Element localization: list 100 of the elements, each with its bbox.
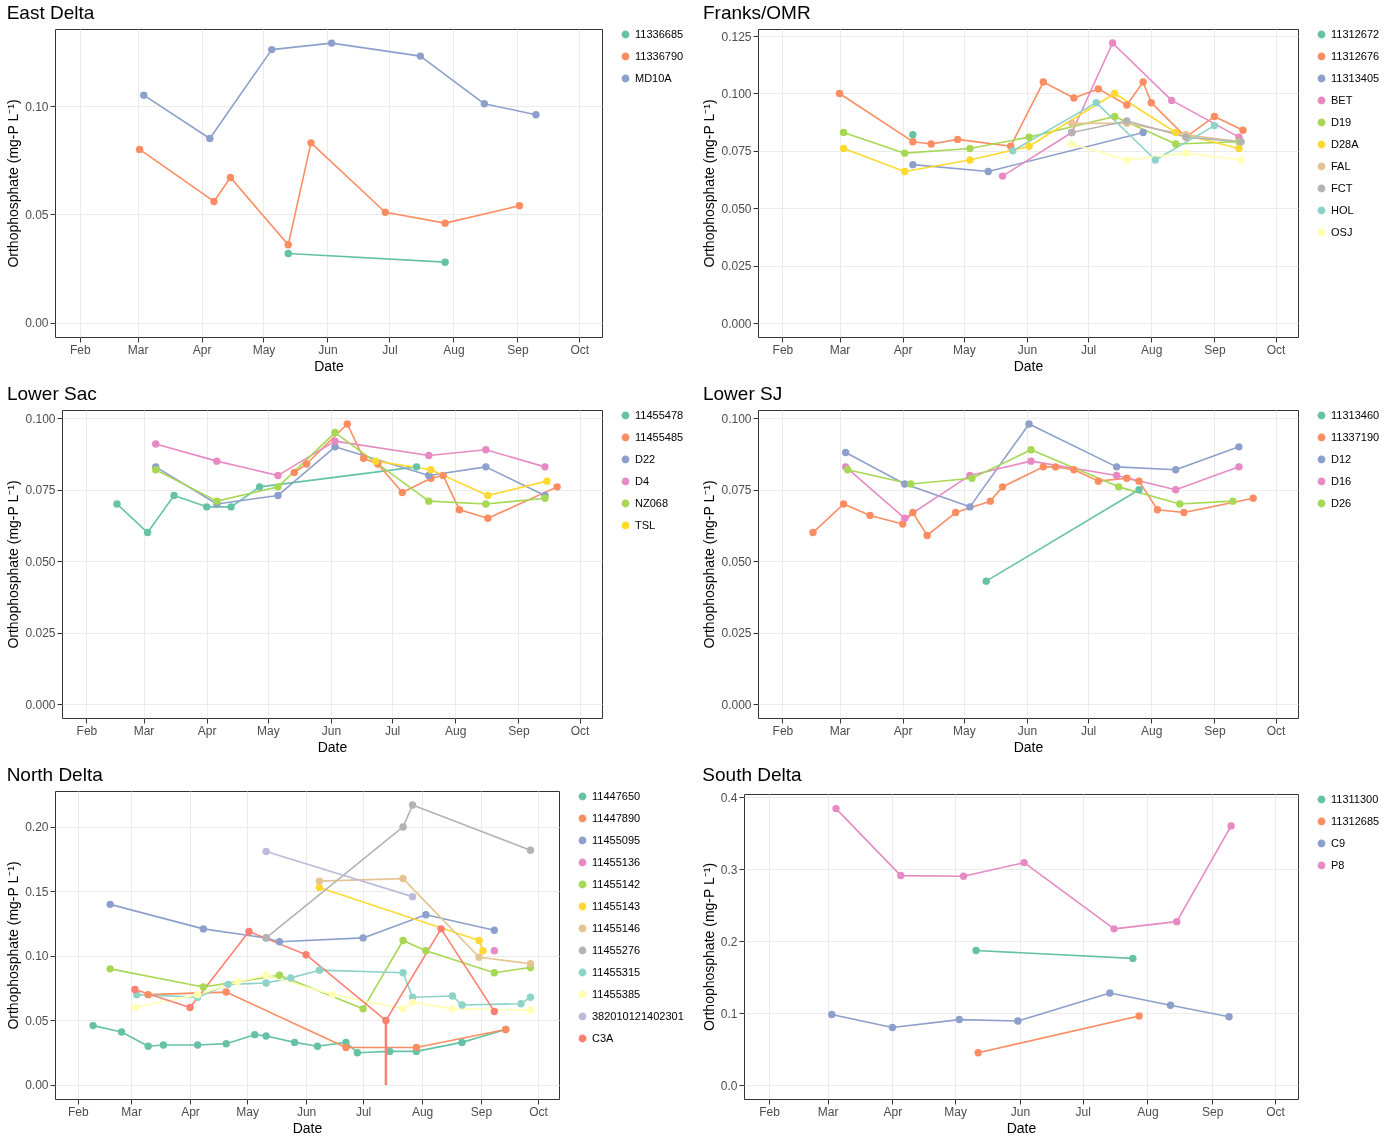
x-tick-label: May — [952, 723, 976, 738]
legend-label: NZ068 — [635, 496, 669, 509]
x-axis-title: Date — [1006, 1119, 1037, 1136]
y-tick-label: 0.050 — [25, 554, 56, 569]
legend-label: D28A — [1331, 137, 1360, 150]
legend-label: 11455142 — [592, 877, 641, 890]
legend-label: D26 — [1331, 496, 1352, 509]
x-axis-title: Date — [292, 1119, 323, 1136]
legend-label: TSL — [635, 518, 656, 531]
legend-label: D19 — [1331, 115, 1352, 128]
legend-label: P8 — [1331, 858, 1345, 871]
y-tick-label: 0.075 — [25, 483, 56, 498]
legend-label: 11447890 — [592, 811, 641, 824]
y-tick-label: 0.025 — [721, 626, 752, 641]
x-tick-label: Aug — [1141, 723, 1163, 738]
x-tick-label: Sep — [1204, 723, 1226, 738]
x-tick-label: Jul — [1075, 1104, 1091, 1119]
x-tick-label: Sep — [1204, 342, 1226, 357]
y-tick-label: 0.000 — [721, 697, 752, 712]
chart-title: Lower Sac — [6, 383, 97, 404]
y-tick-label: 0.050 — [721, 554, 752, 569]
legend-label: 11313405 — [1331, 71, 1380, 84]
legend-label: FAL — [1331, 159, 1351, 172]
x-tick-label: Apr — [893, 723, 913, 738]
legend-label: D16 — [1331, 474, 1352, 487]
x-tick-label: Mar — [121, 1104, 142, 1119]
x-tick-label: May — [944, 1104, 967, 1119]
x-tick-label: Feb — [76, 723, 98, 738]
x-tick-label: Sep — [508, 723, 530, 738]
legend-label: 11336685 — [635, 27, 684, 40]
x-tick-label: Mar — [127, 342, 149, 357]
x-tick-label: May — [252, 342, 276, 357]
x-tick-label: Feb — [67, 1104, 89, 1119]
legend-label: OSJ — [1331, 225, 1353, 238]
chart-title: South Delta — [702, 764, 803, 786]
y-tick-label: 0.2 — [720, 934, 738, 949]
x-tick-label: Oct — [570, 342, 590, 357]
y-tick-label: 0.00 — [25, 316, 49, 331]
x-tick-label: Oct — [1266, 1104, 1286, 1119]
legend-label: C3A — [592, 1031, 615, 1044]
y-tick-label: 0.075 — [721, 144, 752, 159]
x-axis-title: Date — [1013, 738, 1044, 755]
y-tick-label: 0.025 — [721, 259, 752, 274]
x-axis-title: Date — [1013, 357, 1044, 374]
x-tick-label: Mar — [829, 723, 851, 738]
x-tick-label: Oct — [529, 1104, 549, 1119]
x-tick-label: Jul — [1080, 723, 1097, 738]
x-tick-label: Mar — [133, 723, 155, 738]
x-tick-label: Aug — [1141, 342, 1163, 357]
x-tick-label: Apr — [883, 1104, 903, 1119]
legend-label: BET — [1331, 93, 1353, 106]
y-tick-label: 0.075 — [721, 483, 752, 498]
legend-label: 11455136 — [592, 855, 641, 868]
legend-label: D4 — [635, 474, 650, 487]
x-tick-label: May — [256, 723, 280, 738]
x-tick-label: Jun — [296, 1104, 317, 1119]
y-axis-title: Orthophosphate (mg-P L⁻¹) — [700, 862, 717, 1032]
x-tick-label: Apr — [181, 1104, 200, 1119]
legend-label: 11311300 — [1331, 792, 1379, 805]
y-tick-label: 0.0 — [720, 1078, 738, 1093]
y-tick-label: 0.05 — [25, 1013, 49, 1028]
y-tick-label: 0.000 — [721, 316, 752, 331]
legend-label: 11455315 — [592, 965, 641, 978]
x-tick-label: Feb — [759, 1104, 781, 1119]
y-tick-label: 0.1 — [720, 1006, 738, 1021]
legend-label: 11455385 — [592, 987, 641, 1000]
y-tick-label: 0.00 — [25, 1078, 49, 1093]
y-axis-title: Orthophosphate (mg-P L⁻¹) — [701, 480, 718, 649]
x-tick-label: Apr — [192, 342, 212, 357]
legend-label: 11447650 — [592, 789, 641, 802]
x-tick-label: Apr — [893, 342, 913, 357]
y-tick-label: 0.20 — [25, 820, 49, 835]
x-tick-label: Jun — [1010, 1104, 1031, 1119]
y-tick-label: 0.100 — [721, 411, 752, 426]
y-axis-title: Orthophosphate (mg-P L⁻¹) — [5, 861, 22, 1030]
y-tick-label: 0.10 — [25, 99, 49, 114]
legend-label: 11312676 — [1331, 49, 1380, 62]
x-tick-label: Feb — [69, 342, 91, 357]
x-tick-label: Feb — [772, 723, 794, 738]
x-tick-label: Feb — [772, 342, 794, 357]
x-tick-label: Jun — [1017, 342, 1038, 357]
y-axis-title: Orthophosphate (mg-P L⁻¹) — [5, 99, 22, 268]
legend-label: 11312672 — [1331, 27, 1380, 40]
x-tick-label: Oct — [570, 723, 591, 738]
legend-label: 11336790 — [635, 49, 684, 62]
x-tick-label: Jun — [1017, 723, 1038, 738]
x-tick-label: Jun — [321, 723, 342, 738]
legend-label: 11455276 — [592, 943, 641, 956]
legend-label: D12 — [1331, 452, 1352, 465]
x-tick-label: Aug — [1137, 1104, 1159, 1119]
y-tick-label: 0.05 — [25, 207, 49, 222]
x-tick-label: Mar — [829, 342, 851, 357]
legend-label: 11313460 — [1331, 408, 1380, 421]
y-tick-label: 0.10 — [25, 949, 49, 964]
x-tick-label: Aug — [445, 723, 467, 738]
chart-title: Franks/OMR — [702, 2, 811, 23]
legend-label: 11455478 — [635, 408, 684, 421]
chart-title: Lower SJ — [702, 383, 783, 404]
legend-label: C9 — [1331, 836, 1346, 849]
x-tick-label: Mar — [817, 1104, 839, 1119]
